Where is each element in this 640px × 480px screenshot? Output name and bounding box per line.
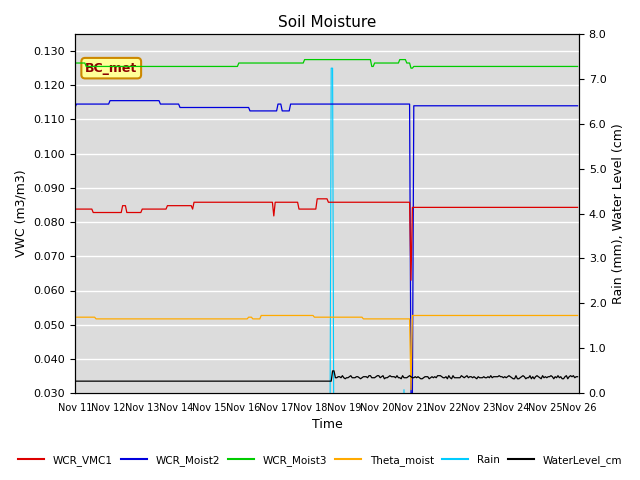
Y-axis label: VWC (m3/m3): VWC (m3/m3) — [15, 170, 28, 257]
Y-axis label: Rain (mm), Water Level (cm): Rain (mm), Water Level (cm) — [612, 123, 625, 304]
Text: BC_met: BC_met — [85, 61, 138, 75]
Legend: WCR_VMC1, WCR_Moist2, WCR_Moist3, Theta_moist, Rain, WaterLevel_cm: WCR_VMC1, WCR_Moist2, WCR_Moist3, Theta_… — [14, 451, 626, 470]
X-axis label: Time: Time — [312, 419, 342, 432]
Title: Soil Moisture: Soil Moisture — [278, 15, 376, 30]
